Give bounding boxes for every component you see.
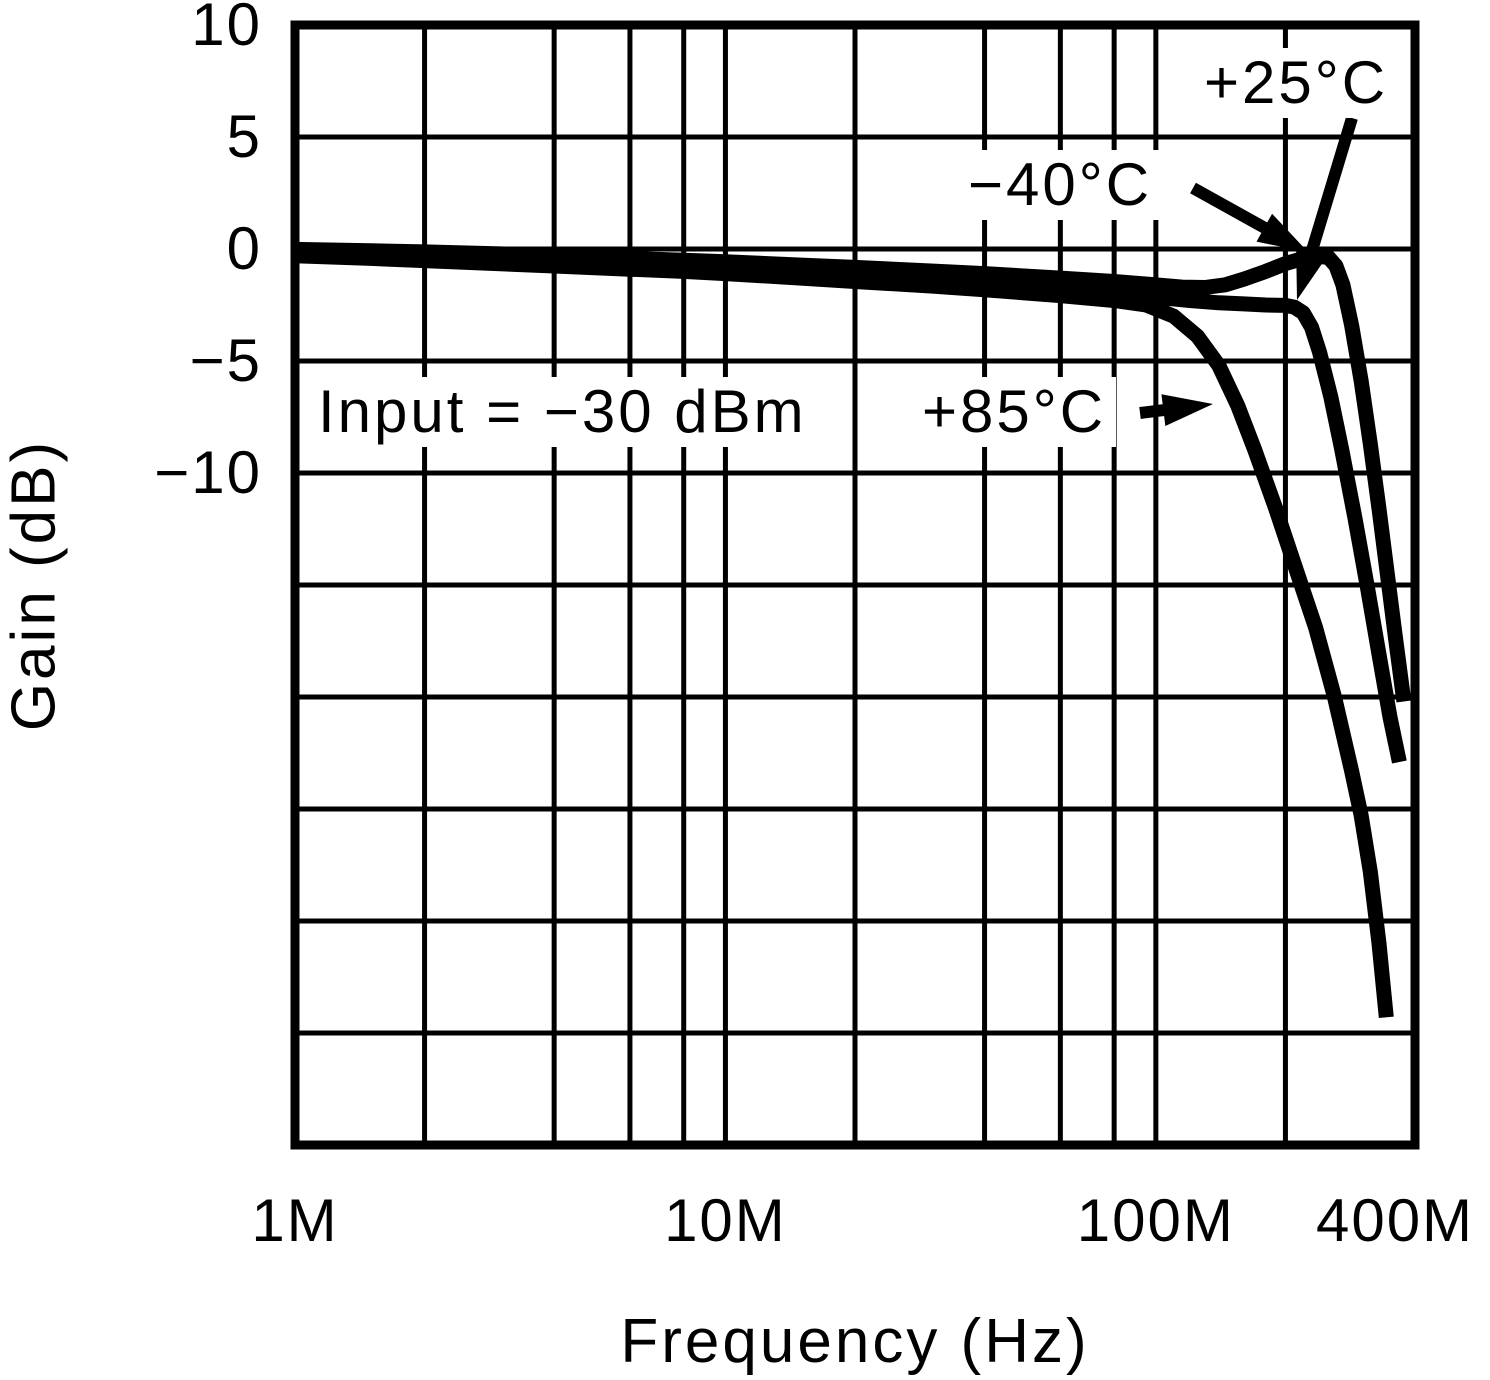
y-axis-title: Gain (dB) <box>0 438 69 732</box>
input-condition-label: Input = −30 dBm <box>308 377 817 447</box>
plot-frame <box>290 20 1420 1150</box>
y-tick-label: 5 <box>226 103 262 170</box>
minus40-arrow-head <box>1256 213 1308 252</box>
curve-plus25C <box>294 244 1407 764</box>
x-tick-label: 100M <box>1076 1187 1235 1254</box>
y-tick-label: 0 <box>226 215 262 282</box>
x-tick-label: 400M <box>1315 1187 1475 1254</box>
plus85-arrow-head <box>1161 394 1213 426</box>
y-tick-label: −5 <box>189 327 262 394</box>
x-tick-label: 1M <box>251 1187 339 1254</box>
plus25-arrow-line <box>1299 116 1358 274</box>
x-tick-label: 10M <box>664 1187 787 1254</box>
minus40-curve-label: −40°C <box>958 150 1163 220</box>
y-tick-label: 10 <box>191 0 262 58</box>
plus85-curve-label: +85°C <box>912 377 1117 447</box>
plus25-curve-label: +25°C <box>1194 48 1399 118</box>
x-axis-title: Frequency (Hz) <box>620 1307 1090 1376</box>
y-tick-label: −10 <box>154 439 262 506</box>
plus25-arrow-head <box>1296 247 1327 300</box>
curve-plus85C <box>294 248 1394 1019</box>
